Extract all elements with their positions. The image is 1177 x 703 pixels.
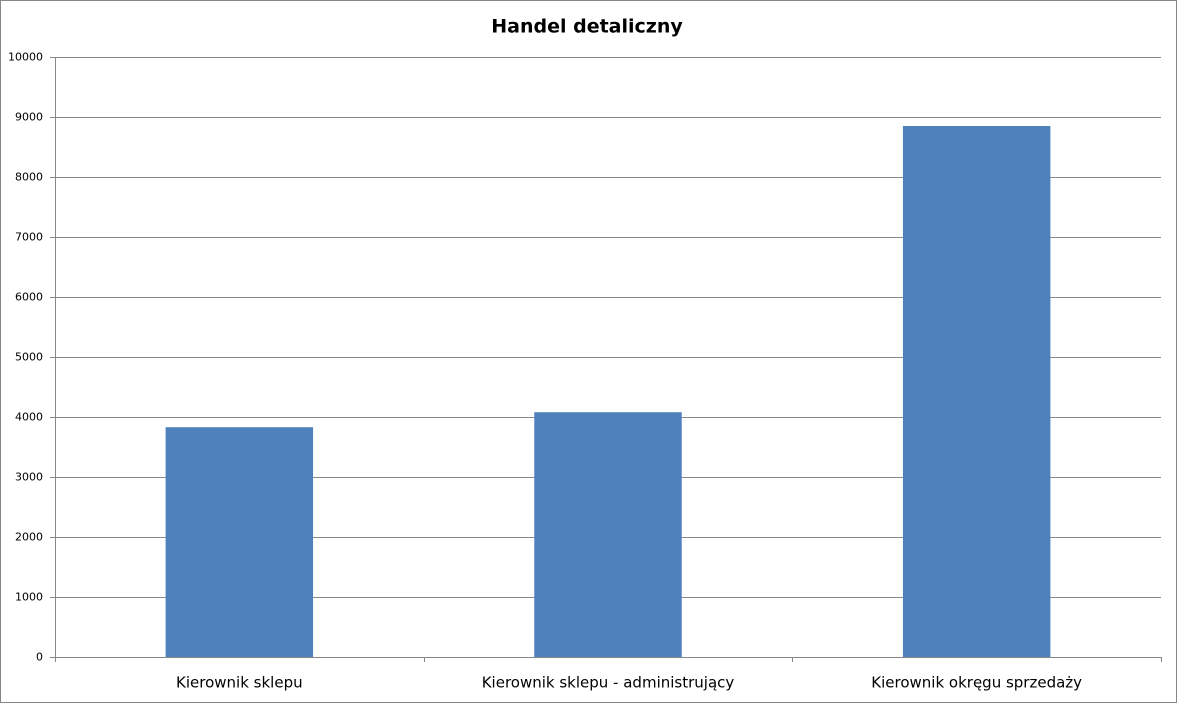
bar [165,427,314,657]
y-tick-label: 9000 [15,111,43,124]
y-tick-label: 7000 [15,231,43,244]
y-tick-label: 6000 [15,291,43,304]
chart-title: Handel detaliczny [491,16,683,38]
bar [534,412,682,657]
y-tick-label: 1000 [15,591,43,604]
y-tick-label: 2000 [15,531,43,544]
y-tick-label: 0 [36,651,43,664]
x-tick-label: Kierownik sklepu - administrujący [482,674,735,692]
y-tick-label: 8000 [15,171,43,184]
y-tick-label: 5000 [15,351,43,364]
y-tick-label: 4000 [15,411,43,424]
x-tick-label: Kierownik sklepu [176,674,303,692]
y-tick-label: 3000 [15,471,43,484]
y-tick-label: 10000 [8,51,43,64]
bar [902,126,1051,657]
x-tick-label: Kierownik okręgu sprzedaży [871,674,1082,692]
